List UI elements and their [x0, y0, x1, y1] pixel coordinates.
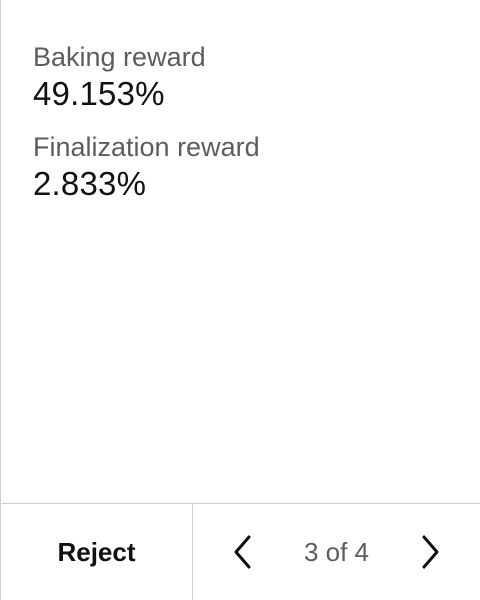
page-indicator: 3 of 4	[303, 536, 370, 567]
footer-bar: Reject 3 of 4	[1, 503, 480, 600]
finalization-reward-field: Finalization reward 2.833%	[33, 130, 480, 204]
next-page-button[interactable]	[412, 534, 448, 570]
baking-reward-label: Baking reward	[33, 42, 206, 72]
reject-button[interactable]: Reject	[1, 504, 193, 600]
baking-reward-value: 49.153%	[33, 75, 165, 112]
finalization-reward-value: 2.833%	[33, 165, 147, 202]
baking-reward-field: Baking reward 49.153%	[33, 40, 480, 114]
pagination: 3 of 4	[193, 504, 480, 600]
chevron-left-icon	[234, 535, 251, 569]
previous-page-button[interactable]	[225, 534, 261, 570]
reward-details: Baking reward 49.153% Finalization rewar…	[33, 40, 480, 220]
finalization-reward-label: Finalization reward	[33, 132, 260, 162]
chevron-right-icon	[422, 535, 439, 569]
